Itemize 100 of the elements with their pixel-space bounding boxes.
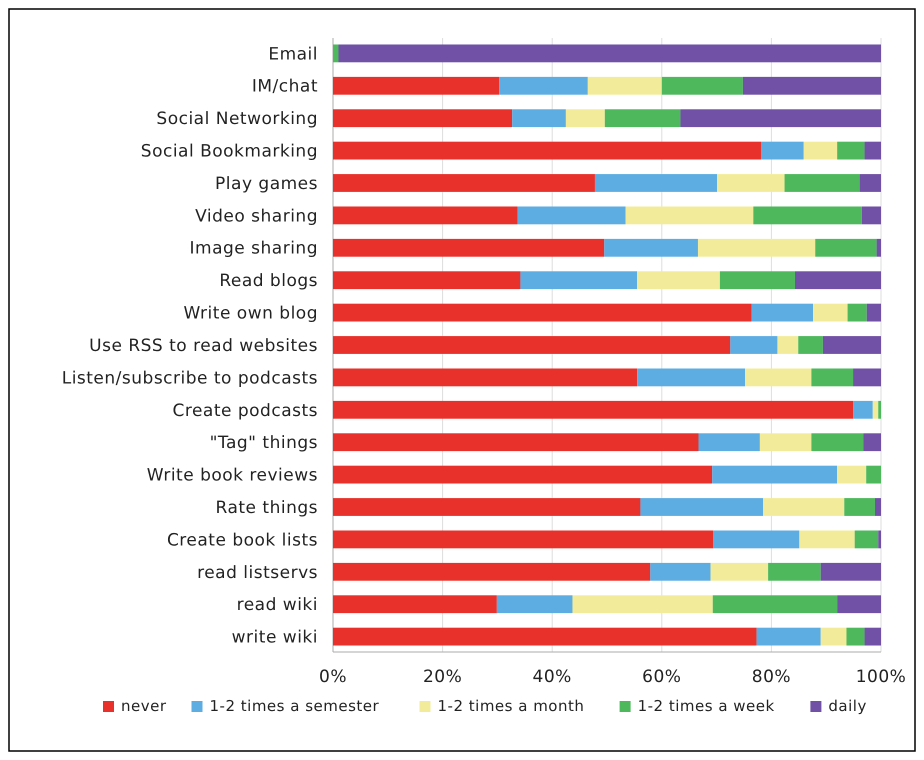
bar xyxy=(333,628,757,646)
bar xyxy=(572,595,713,614)
x-tick-label: 20% xyxy=(422,667,462,687)
bar xyxy=(760,433,812,452)
bar xyxy=(333,109,512,128)
x-tick-label: 40% xyxy=(532,667,572,687)
bar xyxy=(866,466,881,484)
bar xyxy=(872,400,878,419)
bar xyxy=(745,368,812,386)
bar xyxy=(853,400,873,419)
y-tick-label: Create podcasts xyxy=(172,400,318,421)
bar xyxy=(713,530,800,548)
y-tick-label: Write book reviews xyxy=(146,466,318,486)
bar xyxy=(680,109,881,128)
bar xyxy=(837,466,866,484)
bar xyxy=(811,368,854,386)
bar xyxy=(742,76,881,95)
bar xyxy=(811,433,864,452)
x-tick-label: 100% xyxy=(856,667,906,687)
bar xyxy=(626,206,754,224)
bar xyxy=(820,628,846,646)
bar xyxy=(333,44,338,62)
bar xyxy=(878,400,881,419)
bar xyxy=(333,238,604,257)
bar xyxy=(333,562,650,581)
bar xyxy=(333,498,640,516)
bar xyxy=(864,628,881,646)
bar xyxy=(717,174,785,192)
y-tick-label: read wiki xyxy=(236,595,318,616)
bar xyxy=(752,304,814,322)
x-tick-label: 60% xyxy=(642,667,682,687)
bar xyxy=(710,562,768,581)
bar xyxy=(698,238,816,257)
bar xyxy=(333,368,638,386)
bar xyxy=(854,530,878,548)
y-tick-label: Social Networking xyxy=(156,109,318,130)
y-tick-label: Write own blog xyxy=(184,304,318,324)
bar xyxy=(637,271,720,290)
bar xyxy=(333,466,712,484)
bar xyxy=(760,142,804,160)
bar xyxy=(730,336,778,354)
bar xyxy=(820,562,881,581)
bar xyxy=(333,206,518,224)
bar xyxy=(756,628,821,646)
x-tick-label: 0% xyxy=(319,667,347,687)
bar xyxy=(753,206,862,224)
y-tick-label: IM/chat xyxy=(252,76,318,97)
legend-label: daily xyxy=(828,697,867,715)
bar xyxy=(333,336,730,354)
y-tick-label: Social Bookmarking xyxy=(140,142,318,162)
bar xyxy=(878,530,881,548)
bar xyxy=(798,336,823,354)
bar xyxy=(512,109,566,128)
bar xyxy=(333,400,854,419)
bar xyxy=(499,76,588,95)
bar xyxy=(518,206,626,224)
bar xyxy=(804,142,838,160)
bar xyxy=(768,562,821,581)
bar xyxy=(813,304,848,322)
bar xyxy=(566,109,605,128)
bar xyxy=(604,238,698,257)
bar xyxy=(876,238,881,257)
x-tick-label: 80% xyxy=(752,667,792,687)
bar xyxy=(520,271,638,290)
bar xyxy=(333,530,714,548)
bar xyxy=(862,206,881,224)
y-tick-label: Play games xyxy=(215,174,318,194)
bar xyxy=(662,76,743,95)
bar xyxy=(720,271,795,290)
legend-label: never xyxy=(121,697,167,715)
bar xyxy=(863,433,881,452)
bar xyxy=(712,466,838,484)
bar xyxy=(763,498,844,516)
bar xyxy=(794,271,881,290)
y-tick-label: Create book lists xyxy=(166,530,318,550)
bar xyxy=(866,304,881,322)
bar xyxy=(837,142,865,160)
y-tick-label: Read blogs xyxy=(219,271,318,292)
bar xyxy=(604,109,680,128)
y-tick-label: Video sharing xyxy=(195,206,318,226)
bar xyxy=(799,530,855,548)
y-tick-label: Use RSS to read websites xyxy=(89,336,318,356)
bar xyxy=(853,368,881,386)
bar xyxy=(698,433,760,452)
y-tick-label: Image sharing xyxy=(190,238,318,259)
bar xyxy=(837,595,881,614)
bar xyxy=(822,336,881,354)
bar xyxy=(588,76,662,95)
bar xyxy=(333,174,595,192)
bar xyxy=(815,238,877,257)
bar xyxy=(333,142,761,160)
y-tick-label: read listservs xyxy=(197,562,318,583)
legend-label: 1-2 times a semester xyxy=(210,697,380,715)
bar xyxy=(333,595,497,614)
bar xyxy=(650,562,711,581)
bar xyxy=(848,304,867,322)
legend-label: 1-2 times a week xyxy=(638,697,775,715)
y-tick-label: write wiki xyxy=(232,628,318,648)
bar xyxy=(637,368,746,386)
bar xyxy=(333,271,520,290)
